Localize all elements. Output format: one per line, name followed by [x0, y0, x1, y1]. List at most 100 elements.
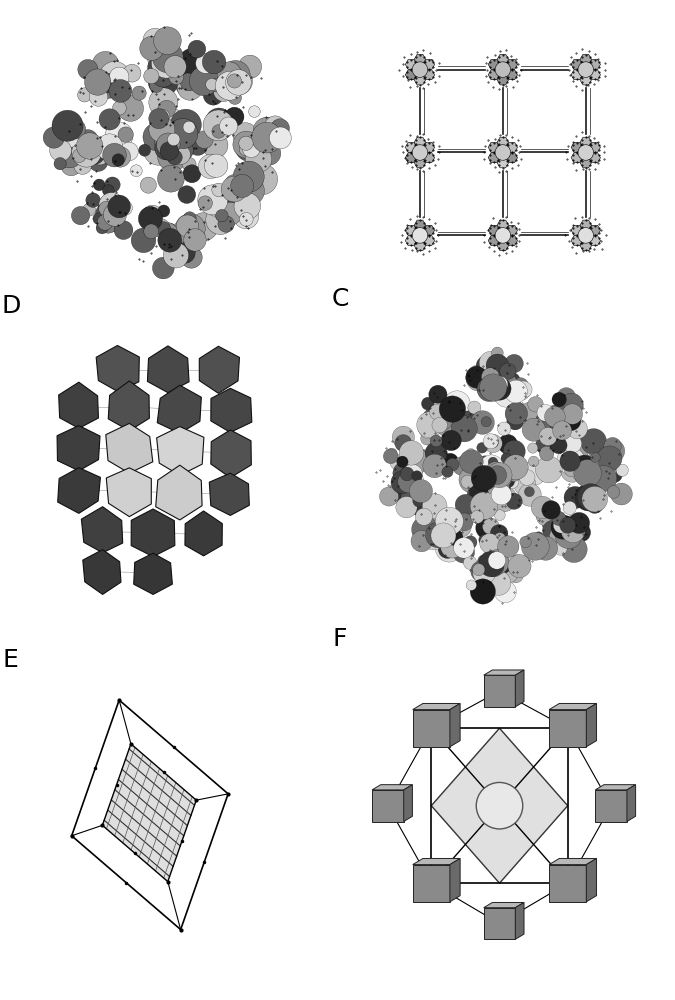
Circle shape: [99, 61, 130, 92]
Circle shape: [400, 465, 421, 487]
Bar: [484, 675, 515, 707]
Circle shape: [182, 157, 196, 171]
Circle shape: [99, 193, 125, 218]
Circle shape: [553, 421, 572, 440]
Circle shape: [423, 454, 446, 478]
Circle shape: [219, 202, 242, 225]
Circle shape: [263, 121, 289, 146]
Circle shape: [518, 483, 541, 506]
Circle shape: [198, 185, 228, 215]
Circle shape: [438, 540, 457, 558]
Circle shape: [423, 494, 447, 518]
Circle shape: [564, 486, 586, 509]
Circle shape: [551, 515, 575, 539]
Polygon shape: [372, 785, 412, 790]
Circle shape: [157, 133, 180, 157]
Circle shape: [515, 556, 530, 571]
Circle shape: [407, 467, 422, 482]
Circle shape: [459, 466, 486, 493]
Circle shape: [492, 376, 508, 392]
Polygon shape: [589, 153, 601, 163]
Circle shape: [551, 511, 566, 526]
Circle shape: [495, 62, 511, 77]
Circle shape: [231, 174, 254, 197]
Circle shape: [169, 127, 198, 157]
Circle shape: [470, 579, 495, 604]
Circle shape: [491, 381, 508, 398]
Circle shape: [567, 419, 587, 439]
Circle shape: [587, 440, 613, 465]
Circle shape: [435, 507, 463, 535]
Circle shape: [442, 466, 453, 477]
Circle shape: [238, 55, 262, 78]
Circle shape: [464, 536, 477, 549]
Circle shape: [159, 231, 172, 244]
Circle shape: [117, 200, 132, 215]
Circle shape: [425, 442, 448, 464]
Circle shape: [589, 475, 600, 487]
Circle shape: [167, 119, 198, 149]
Circle shape: [421, 397, 434, 410]
Polygon shape: [423, 153, 435, 163]
Circle shape: [142, 205, 163, 227]
Circle shape: [225, 174, 244, 194]
Circle shape: [470, 483, 488, 501]
Circle shape: [215, 209, 228, 222]
Circle shape: [234, 193, 261, 219]
Circle shape: [114, 221, 133, 240]
Circle shape: [233, 75, 248, 91]
Circle shape: [250, 168, 263, 182]
Circle shape: [107, 193, 119, 207]
Circle shape: [225, 188, 253, 215]
Circle shape: [171, 145, 190, 164]
Circle shape: [452, 457, 471, 475]
Circle shape: [479, 456, 491, 469]
Circle shape: [509, 555, 527, 573]
Circle shape: [472, 564, 485, 576]
Bar: [412, 710, 450, 747]
Circle shape: [453, 541, 475, 563]
Circle shape: [497, 536, 519, 557]
Circle shape: [88, 143, 111, 165]
Circle shape: [483, 518, 499, 535]
Circle shape: [246, 164, 277, 195]
Circle shape: [99, 201, 114, 216]
Polygon shape: [157, 427, 204, 475]
Circle shape: [479, 374, 507, 401]
Circle shape: [434, 520, 454, 540]
Circle shape: [488, 552, 506, 569]
Circle shape: [501, 453, 512, 464]
Circle shape: [489, 473, 500, 482]
Polygon shape: [497, 75, 508, 85]
Circle shape: [477, 377, 502, 402]
Circle shape: [454, 538, 474, 558]
Circle shape: [573, 455, 595, 477]
Circle shape: [105, 177, 120, 192]
Circle shape: [97, 211, 119, 233]
Circle shape: [398, 465, 413, 479]
Polygon shape: [131, 509, 175, 557]
Circle shape: [557, 388, 576, 406]
Circle shape: [427, 405, 454, 431]
Circle shape: [446, 424, 461, 439]
Polygon shape: [506, 70, 518, 80]
Circle shape: [535, 410, 561, 436]
Circle shape: [431, 407, 446, 422]
Circle shape: [433, 532, 448, 546]
Circle shape: [252, 122, 282, 153]
Circle shape: [78, 88, 92, 102]
Circle shape: [493, 548, 514, 568]
Circle shape: [412, 500, 429, 517]
Polygon shape: [106, 468, 151, 517]
Circle shape: [560, 517, 576, 533]
Circle shape: [564, 435, 582, 453]
Circle shape: [84, 144, 105, 164]
Circle shape: [167, 237, 182, 251]
Polygon shape: [627, 785, 636, 822]
Circle shape: [234, 204, 259, 229]
Circle shape: [383, 449, 398, 464]
Circle shape: [446, 458, 459, 471]
Circle shape: [153, 42, 183, 73]
Circle shape: [428, 511, 453, 536]
Circle shape: [418, 417, 440, 438]
